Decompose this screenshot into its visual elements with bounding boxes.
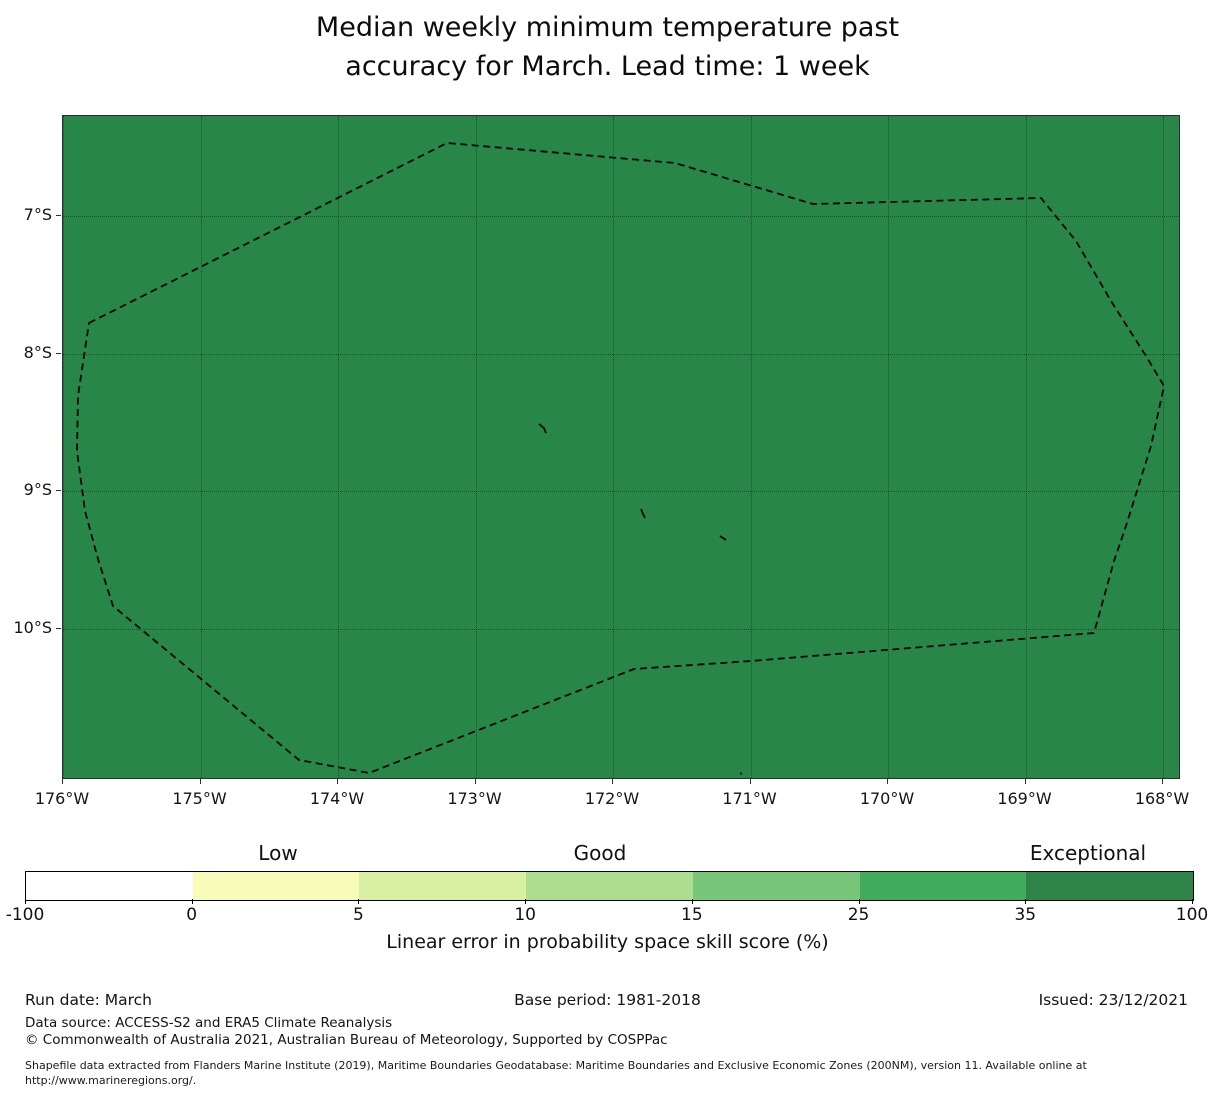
chart-title: Median weekly minimum temperature past a…: [0, 8, 1215, 86]
x-tick-label: 173°W: [447, 789, 502, 808]
y-tick-label: 10°S: [13, 617, 52, 637]
colorbar-tick-mark: [1192, 899, 1193, 904]
x-tick-label: 172°W: [584, 789, 640, 808]
x-tick-mark: [1162, 779, 1163, 784]
issued-date-text: Issued: 23/12/2021: [1038, 991, 1188, 1009]
colorbar-segment: [26, 872, 194, 900]
x-tick-label: 170°W: [859, 789, 915, 808]
island-mark: [739, 772, 743, 775]
chart-title-line2: accuracy for March. Lead time: 1 week: [345, 51, 870, 82]
meridian-gridline: [1163, 116, 1164, 778]
colorbar-tick-mark: [358, 899, 360, 904]
map-panel: [62, 115, 1180, 779]
parallel-gridline: [63, 216, 1179, 217]
colorbar-tick-mark: [691, 899, 693, 904]
y-tick-mark: [56, 627, 61, 629]
y-tick-label: 8°S: [23, 342, 52, 362]
parallel-gridline: [63, 491, 1179, 492]
x-tick-mark: [62, 779, 63, 784]
colorbar-segment: [859, 872, 1027, 900]
colorbar-tick-mark: [858, 899, 860, 904]
x-tick-label: 169°W: [997, 789, 1052, 808]
island-mark: [640, 508, 646, 519]
x-tick-mark: [612, 779, 613, 784]
data-source-text: Data source: ACCESS-S2 and ERA5 Climate …: [25, 1015, 393, 1031]
meridian-gridline: [613, 116, 614, 778]
meridian-gridline: [888, 116, 889, 778]
meridian-gridline: [475, 116, 477, 778]
y-tick-mark: [56, 215, 61, 216]
x-tick-label: 171°W: [722, 789, 777, 808]
x-tick-label: 168°W: [1134, 789, 1190, 808]
x-tick-mark: [474, 779, 476, 784]
parallel-gridline: [63, 353, 1179, 355]
colorbar-caption: Linear error in probability space skill …: [386, 931, 829, 953]
y-tick-mark: [56, 352, 61, 354]
shapefile-attribution-text: Shapefile data extracted from Flanders M…: [25, 1058, 1087, 1088]
colorbar-segment: [359, 872, 527, 900]
colorbar-tick-label: 10: [514, 905, 536, 925]
meridian-gridline: [63, 116, 64, 778]
colorbar-tick-mark: [1025, 899, 1027, 904]
colorbar-zone-label: Low: [258, 841, 298, 865]
island-mark: [719, 535, 727, 541]
x-tick-mark: [337, 779, 338, 784]
colorbar-tick-label: 25: [847, 905, 870, 925]
colorbar-segment: [692, 872, 861, 900]
island-mark: [538, 423, 547, 434]
x-tick-mark: [199, 779, 201, 784]
colorbar-tick-label: 100: [1175, 905, 1209, 925]
colorbar-tick-mark: [25, 899, 26, 904]
meridian-gridline: [1025, 116, 1027, 778]
colorbar-tick-label: 0: [186, 905, 198, 925]
colorbar-tick-mark: [191, 899, 193, 904]
colorbar-tick-label: 5: [353, 905, 364, 925]
colorbar-segment: [1026, 872, 1194, 900]
colorbar: [25, 871, 1194, 901]
x-tick-label: 176°W: [34, 789, 90, 808]
x-tick-mark: [887, 779, 888, 784]
colorbar-segment: [526, 872, 694, 900]
y-tick-label: 9°S: [23, 480, 52, 499]
colorbar-tick-label: 15: [681, 905, 703, 925]
x-tick-label: 174°W: [309, 789, 365, 808]
shapefile-attribution-line2: http://www.marineregions.org/.: [25, 1074, 197, 1087]
parallel-gridline: [63, 628, 1179, 630]
colorbar-tick-label: 35: [1014, 905, 1037, 925]
colorbar-zone-label: Good: [573, 841, 627, 865]
colorbar-zone-label: Exceptional: [1029, 841, 1147, 865]
x-tick-mark: [1024, 779, 1026, 784]
boundary-overlay: [76, 142, 1165, 775]
run-date-text: Run date: March: [25, 991, 152, 1009]
shapefile-attribution-line1: Shapefile data extracted from Flanders M…: [25, 1059, 1087, 1072]
x-tick-label: 175°W: [172, 789, 227, 808]
y-tick-mark: [56, 490, 61, 491]
chart-title-line1: Median weekly minimum temperature past: [315, 12, 900, 43]
footer-row: Run date: March Base period: 1981-2018 I…: [0, 991, 1215, 1011]
colorbar-tick-label: -100: [5, 905, 45, 925]
meridian-gridline: [750, 116, 752, 778]
copyright-text: © Commonwealth of Australia 2021, Austra…: [25, 1032, 668, 1048]
base-period-text: Base period: 1981-2018: [514, 991, 701, 1009]
meridian-gridline: [338, 116, 339, 778]
colorbar-segment: [192, 872, 360, 900]
colorbar-tick-mark: [525, 899, 527, 904]
meridian-gridline: [200, 116, 202, 778]
x-tick-mark: [749, 779, 751, 784]
eez-dashed-boundary: [76, 142, 1165, 774]
y-tick-label: 7°S: [23, 205, 52, 224]
